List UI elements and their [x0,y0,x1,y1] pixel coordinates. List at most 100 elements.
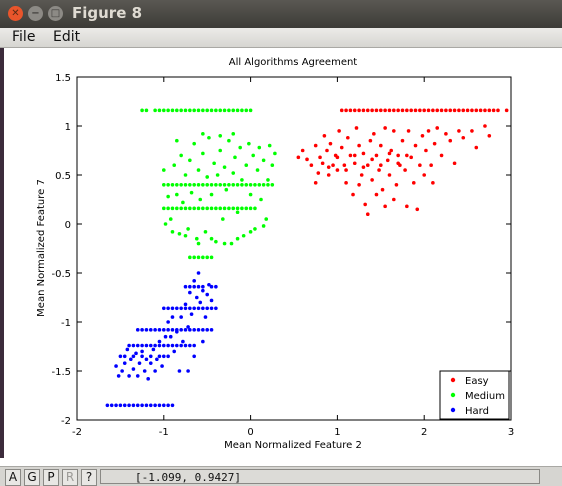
easy-point [470,129,474,133]
easy-point [392,108,396,113]
easy-point [418,108,422,113]
hard-point [160,364,164,368]
hard-point [122,361,127,365]
medium-point [144,108,149,113]
coordinate-readout: [-1.099, 0.9427] [100,469,540,484]
hard-point [175,306,179,311]
minimize-window-button[interactable]: − [28,6,43,21]
hard-point [201,339,205,344]
easy-point [352,161,357,166]
easy-point [406,129,411,133]
hard-point [148,403,153,408]
hard-point [189,312,194,316]
medium-point [229,241,234,246]
easy-point [357,108,361,113]
easy-point [316,171,321,175]
hard-point [170,315,175,319]
medium-point [179,153,183,158]
hard-point [135,343,140,348]
easy-point [483,124,487,128]
x-tick-label: -2 [72,427,82,438]
toolbar-button-help[interactable]: ? [81,469,97,486]
medium-point [222,108,227,113]
easy-point [326,173,331,177]
hard-point [105,403,110,408]
hard-point [140,343,144,348]
hard-point [129,357,133,362]
hard-point [196,306,201,311]
hard-point [131,354,136,359]
hard-point [179,306,183,311]
medium-point [166,183,170,187]
easy-point [318,155,322,160]
hard-point [183,306,188,311]
hard-point [146,377,150,381]
hard-point [196,328,201,332]
window-titlebar: ✕ − □ Figure 8 [0,0,562,28]
easy-point [361,108,366,113]
medium-point [214,183,218,187]
hard-point [131,367,136,371]
y-tick-label: 1.5 [55,73,71,84]
medium-point [179,108,183,113]
toolbar-button-g[interactable]: G [24,469,40,486]
easy-point [400,108,405,113]
hard-point [166,354,170,359]
easy-point [439,153,444,158]
y-tick-label: -1 [61,318,71,329]
easy-point [409,155,413,160]
easy-point [365,108,370,113]
toolbar-button-p[interactable]: P [43,469,59,486]
medium-point [240,206,244,211]
hard-point [144,403,149,408]
medium-point [273,151,277,156]
hard-point [122,354,127,359]
medium-point [166,206,170,211]
easy-point [461,108,466,113]
toolbar-button-a[interactable]: A [5,469,21,486]
easy-point [309,163,314,167]
hard-point [153,403,157,408]
medium-point [212,161,216,166]
easy-point [335,155,340,160]
easy-point [348,108,353,113]
easy-point [337,129,341,133]
medium-point [209,183,214,187]
hard-point [148,343,153,348]
hard-point [157,328,162,332]
hard-point [155,357,159,362]
hard-point [157,343,162,348]
medium-point [267,143,272,148]
hard-point [162,328,166,332]
medium-point [170,230,175,234]
easy-point [351,192,355,197]
medium-point [227,108,231,113]
easy-point [379,163,383,167]
medium-point [222,206,227,211]
close-window-button[interactable]: ✕ [8,6,23,21]
medium-point [270,183,275,187]
data-points [105,108,509,408]
toolbar-button-r[interactable]: R [62,469,78,486]
medium-point [227,183,231,187]
medium-point [209,206,214,211]
hard-point [183,343,188,348]
easy-point [448,138,453,143]
menu-file[interactable]: File [12,29,36,45]
status-bar: A G P R ? [-1.099, 0.9427] [0,466,562,486]
hard-point [114,364,118,368]
maximize-window-button[interactable]: □ [48,6,63,21]
menu-edit[interactable]: Edit [53,29,81,45]
hard-point [153,328,157,332]
easy-point [431,181,435,185]
hard-point [170,343,175,348]
menu-bar: File Edit [0,28,562,48]
medium-point [196,206,201,211]
medium-point [192,206,196,211]
medium-point [175,108,179,113]
hard-point [172,349,177,354]
easy-point [444,132,448,136]
medium-point [183,173,188,177]
medium-point [244,206,249,211]
easy-point [359,173,364,177]
